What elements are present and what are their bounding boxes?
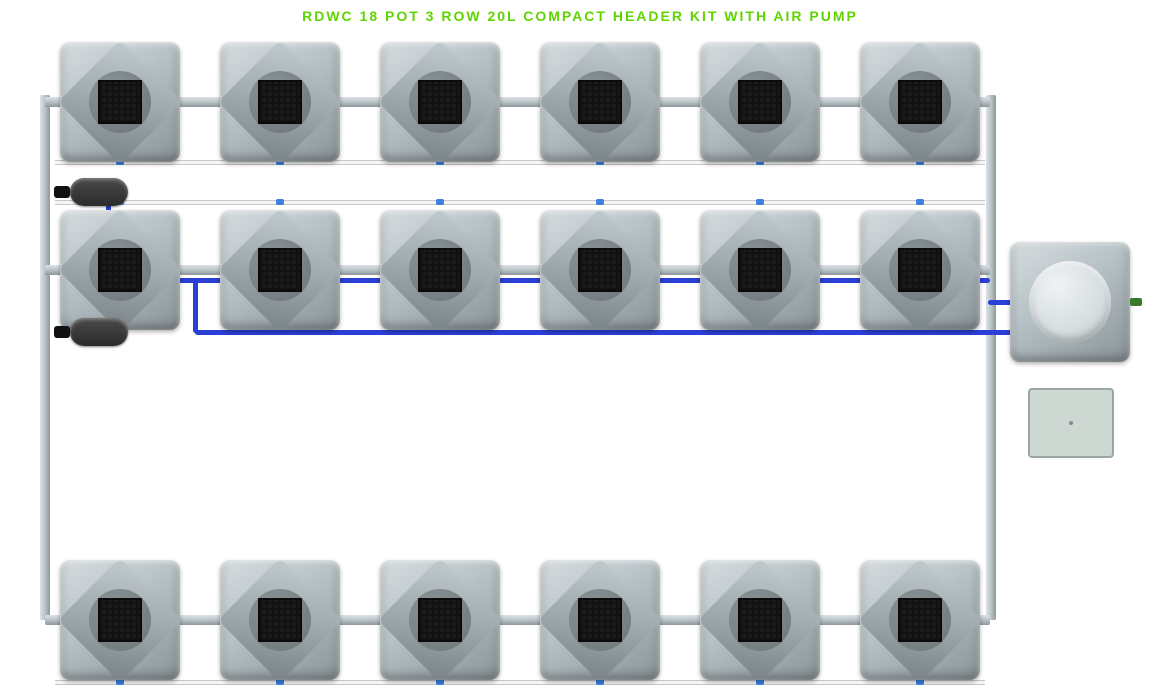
pot: [700, 42, 820, 162]
pot: [60, 560, 180, 680]
pot: [220, 560, 340, 680]
pot: [860, 560, 980, 680]
water-pump: [70, 178, 128, 206]
pot: [860, 42, 980, 162]
air-connector-dot: [756, 199, 764, 205]
manifold-pipe: [986, 95, 996, 620]
water-pump: [70, 318, 128, 346]
blue-tube: [193, 278, 198, 333]
manifold-pipe: [45, 265, 990, 275]
pot: [700, 560, 820, 680]
reservoir-lid: [1029, 261, 1111, 343]
air-connector-dot: [276, 199, 284, 205]
air-line: [55, 200, 985, 205]
air-connector-dot: [596, 199, 604, 205]
pot: [380, 210, 500, 330]
pot: [380, 42, 500, 162]
reservoir-tank: [1010, 242, 1130, 362]
manifold-pipe: [45, 615, 990, 625]
pot: [700, 210, 820, 330]
air-pump: [1028, 388, 1114, 458]
diagram-canvas: [0, 0, 1160, 700]
air-line: [55, 160, 985, 165]
pot: [380, 560, 500, 680]
air-line: [55, 680, 985, 685]
pot: [220, 210, 340, 330]
manifold-pipe: [40, 95, 50, 620]
reservoir-valve: [1130, 298, 1142, 306]
pot: [540, 42, 660, 162]
pot: [60, 42, 180, 162]
air-connector-dot: [436, 199, 444, 205]
pot: [540, 560, 660, 680]
blue-tube: [195, 330, 1025, 335]
pot: [220, 42, 340, 162]
pot: [60, 210, 180, 330]
air-connector-dot: [916, 199, 924, 205]
pot: [860, 210, 980, 330]
manifold-pipe: [45, 97, 990, 107]
pot: [540, 210, 660, 330]
